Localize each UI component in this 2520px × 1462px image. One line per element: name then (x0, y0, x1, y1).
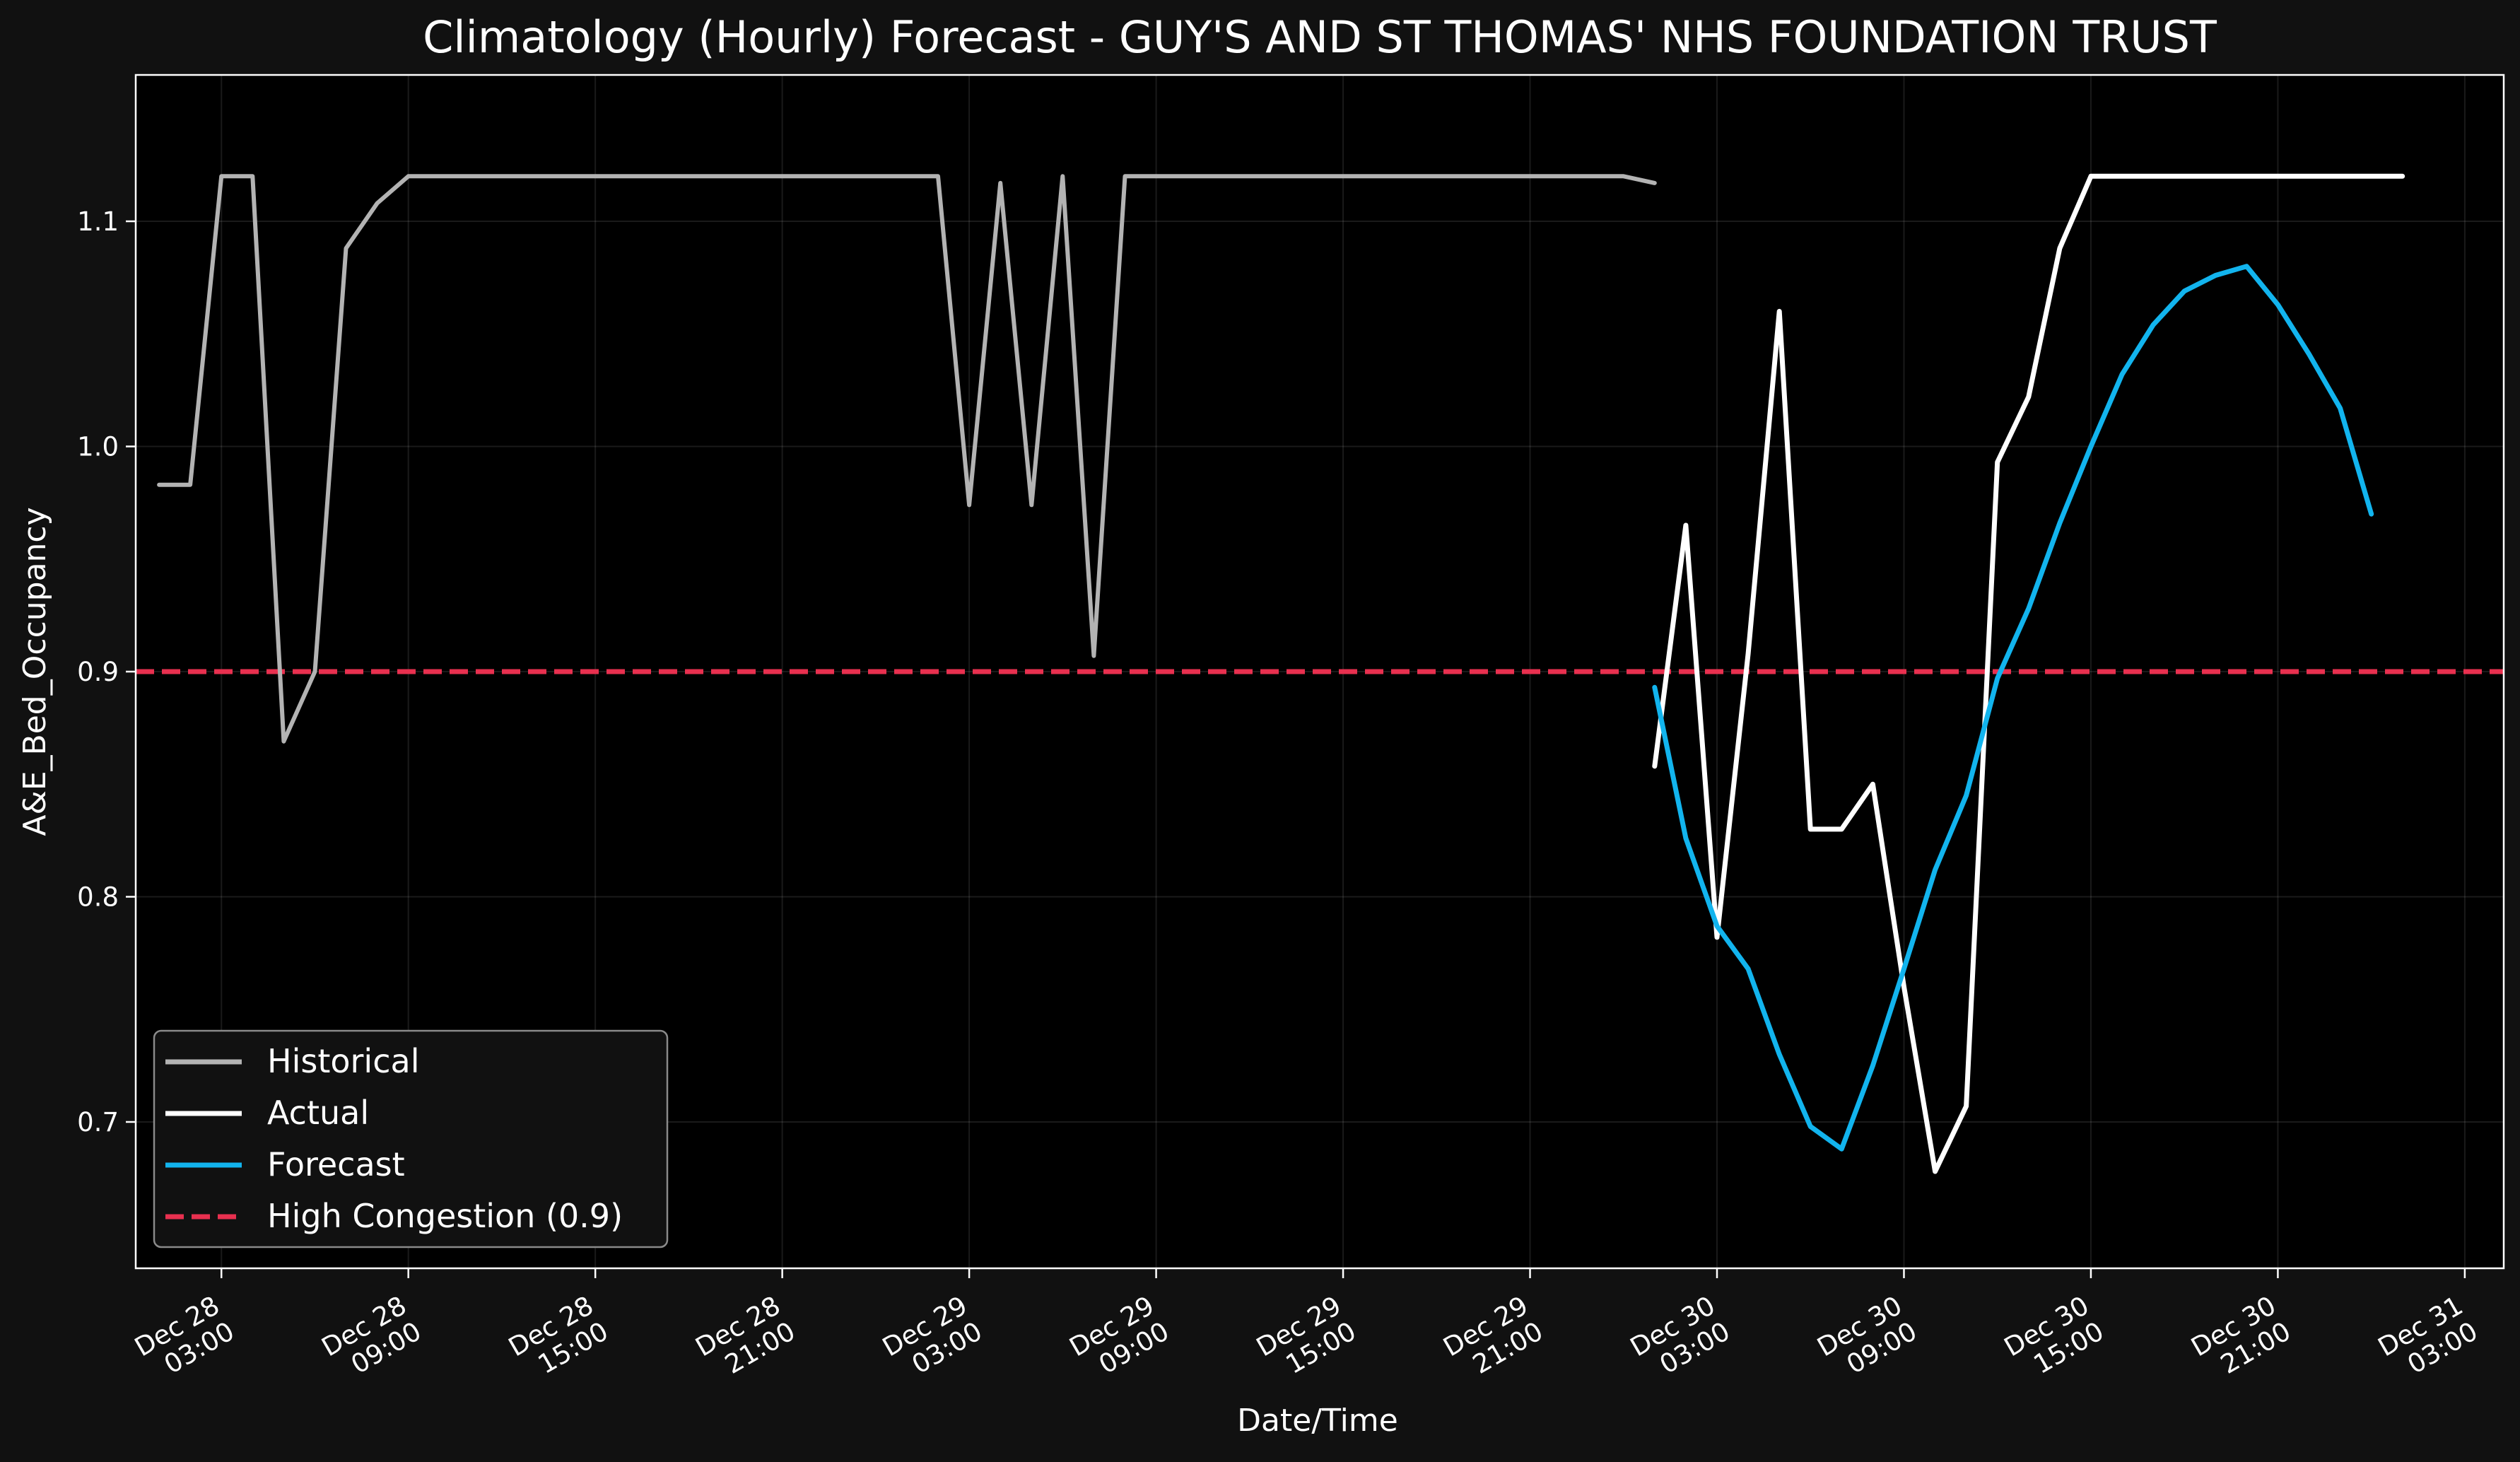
series-line-forecast (1652, 264, 2374, 1152)
legend: Historical Actual Forecast High Congesti… (153, 1029, 669, 1248)
y-axis-label: A&E_Bed_Occupancy (17, 507, 53, 836)
series-line-historical (157, 174, 1657, 744)
series-layer (157, 173, 2405, 1174)
legend-label-forecast: Forecast (267, 1145, 405, 1183)
y-tick-label: 1.0 (77, 432, 119, 462)
legend-box (153, 1029, 669, 1248)
x-axis-label: Date/Time (1237, 1403, 1398, 1439)
chart-title: Climatology (Hourly) Forecast - GUY'S AN… (423, 11, 2217, 63)
y-tick-label: 1.1 (77, 206, 119, 237)
legend-label-historical: Historical (267, 1042, 419, 1080)
y-tick-label: 0.7 (77, 1107, 119, 1138)
series-line-actual (1652, 173, 2405, 1174)
y-tick-label: 0.9 (77, 657, 119, 687)
legend-label-actual: Actual (267, 1094, 369, 1132)
legend-label-threshold: High Congestion (0.9) (267, 1197, 623, 1235)
y-tick-label: 0.8 (77, 882, 119, 912)
